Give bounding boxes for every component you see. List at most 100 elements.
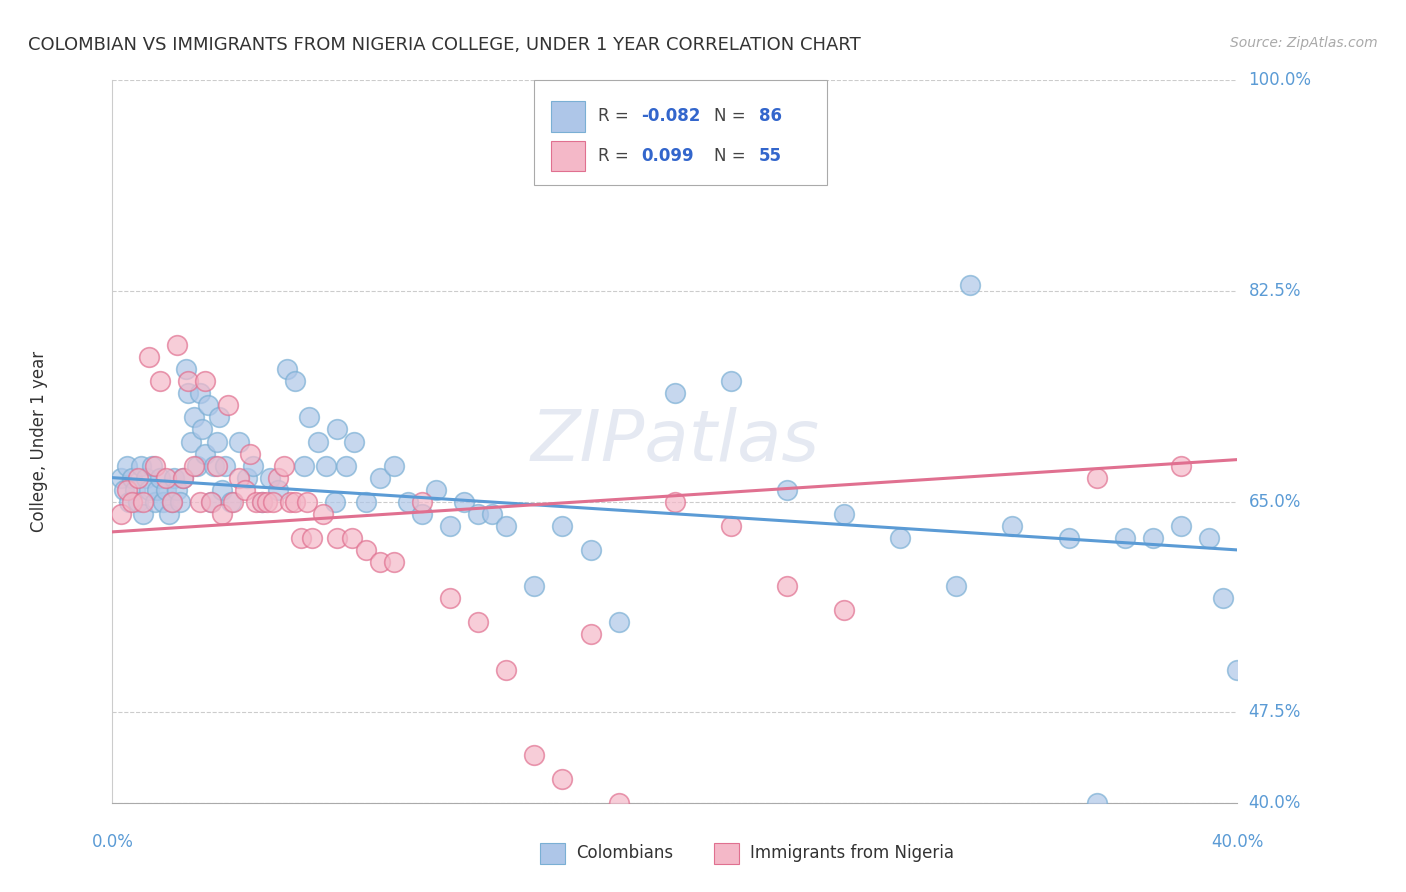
Point xyxy=(439,519,461,533)
Point xyxy=(481,507,503,521)
Point xyxy=(186,458,208,473)
Point xyxy=(276,362,298,376)
Point xyxy=(211,507,233,521)
Point xyxy=(307,434,329,449)
Point xyxy=(720,375,742,389)
FancyBboxPatch shape xyxy=(714,843,740,864)
Point xyxy=(233,483,256,497)
Point xyxy=(183,458,205,473)
Point xyxy=(495,519,517,533)
Point xyxy=(110,507,132,521)
Point xyxy=(295,494,318,508)
Point xyxy=(222,494,245,508)
Point xyxy=(155,471,177,485)
Text: College, Under 1 year: College, Under 1 year xyxy=(31,351,48,533)
Point xyxy=(160,494,183,508)
Point xyxy=(453,494,475,508)
Point xyxy=(1001,519,1024,533)
Point xyxy=(382,555,405,569)
Point xyxy=(197,398,219,412)
Point xyxy=(211,483,233,497)
Point xyxy=(664,386,686,401)
Point xyxy=(298,410,321,425)
Point xyxy=(382,458,405,473)
Point xyxy=(115,458,138,473)
Point xyxy=(495,664,517,678)
Point xyxy=(127,471,149,485)
Point xyxy=(138,483,160,497)
Point xyxy=(177,375,200,389)
Point xyxy=(194,446,217,460)
Point xyxy=(236,471,259,485)
Point xyxy=(239,446,262,460)
Point xyxy=(242,458,264,473)
Point xyxy=(312,507,335,521)
Point xyxy=(121,471,143,485)
Point xyxy=(228,471,250,485)
Point xyxy=(129,458,152,473)
Point xyxy=(155,483,177,497)
Point xyxy=(172,471,194,485)
Point xyxy=(467,507,489,521)
Text: COLOMBIAN VS IMMIGRANTS FROM NIGERIA COLLEGE, UNDER 1 YEAR CORRELATION CHART: COLOMBIAN VS IMMIGRANTS FROM NIGERIA COL… xyxy=(28,36,860,54)
Text: 47.5%: 47.5% xyxy=(1249,704,1301,722)
Point xyxy=(202,458,225,473)
Point xyxy=(127,494,149,508)
Point xyxy=(1170,519,1192,533)
Point xyxy=(163,471,186,485)
Point xyxy=(284,494,307,508)
Text: 65.0%: 65.0% xyxy=(1249,492,1301,511)
Text: Colombians: Colombians xyxy=(576,845,673,863)
Point xyxy=(664,494,686,508)
Point xyxy=(194,375,217,389)
Point xyxy=(149,471,172,485)
Point xyxy=(335,458,357,473)
Point xyxy=(256,494,278,508)
Point xyxy=(607,796,630,810)
Point xyxy=(157,507,180,521)
Point xyxy=(776,483,799,497)
Point xyxy=(284,375,307,389)
Point xyxy=(160,494,183,508)
Point xyxy=(259,471,281,485)
Point xyxy=(551,519,574,533)
Point xyxy=(219,494,242,508)
Text: 0.099: 0.099 xyxy=(641,147,693,165)
Point xyxy=(191,423,214,437)
Text: 100.0%: 100.0% xyxy=(1249,71,1312,89)
Point xyxy=(1198,531,1220,545)
Point xyxy=(945,579,967,593)
Point xyxy=(551,772,574,786)
Text: 40.0%: 40.0% xyxy=(1249,794,1301,812)
Point xyxy=(228,434,250,449)
Point xyxy=(267,483,290,497)
Text: 86: 86 xyxy=(759,107,782,126)
Point xyxy=(301,531,323,545)
Point xyxy=(138,350,160,364)
Point xyxy=(354,542,377,557)
Point xyxy=(889,531,911,545)
FancyBboxPatch shape xyxy=(540,843,565,864)
Point xyxy=(118,494,141,508)
Point xyxy=(208,410,231,425)
Point xyxy=(1085,471,1108,485)
Point xyxy=(1212,591,1234,605)
Point xyxy=(262,494,284,508)
Text: N =: N = xyxy=(714,147,751,165)
Point xyxy=(368,471,391,485)
Text: R =: R = xyxy=(599,107,634,126)
Point xyxy=(368,555,391,569)
Point xyxy=(523,579,546,593)
Point xyxy=(149,375,172,389)
Point xyxy=(112,483,135,497)
Point xyxy=(467,615,489,630)
Point xyxy=(273,458,295,473)
Point xyxy=(1142,531,1164,545)
Point xyxy=(411,494,433,508)
Point xyxy=(135,471,157,485)
FancyBboxPatch shape xyxy=(551,141,585,171)
FancyBboxPatch shape xyxy=(551,101,585,132)
Point xyxy=(115,483,138,497)
Point xyxy=(326,423,349,437)
Point xyxy=(245,494,267,508)
